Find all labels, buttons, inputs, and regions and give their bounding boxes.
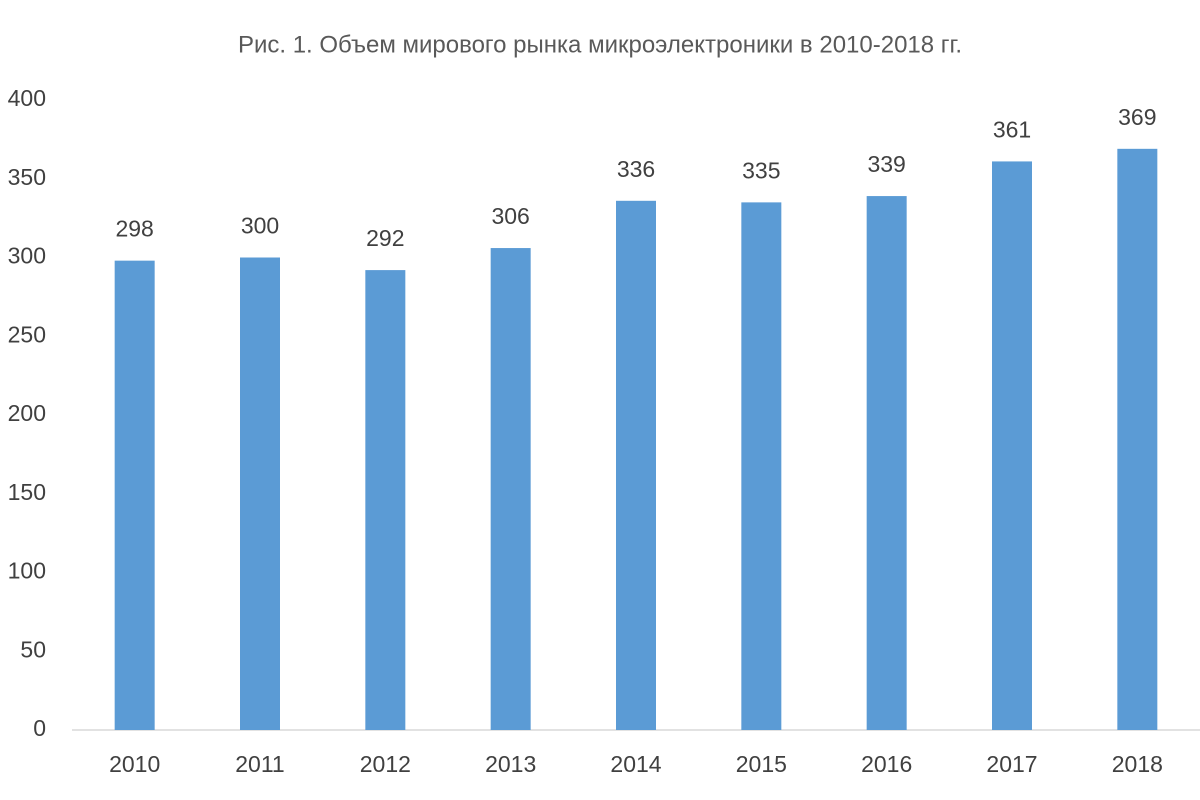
data-label: 361 — [993, 117, 1031, 143]
data-label: 300 — [241, 213, 279, 239]
x-tick-label: 2012 — [360, 751, 411, 777]
bar — [616, 200, 656, 731]
x-tick-label: 2011 — [235, 751, 284, 777]
y-tick-label: 0 — [33, 715, 46, 741]
y-tick-label: 350 — [8, 164, 46, 190]
x-tick-label: 2017 — [986, 751, 1037, 777]
x-tick-label: 2010 — [109, 751, 160, 777]
x-tick-label: 2016 — [861, 751, 912, 777]
bar — [240, 257, 280, 730]
bar — [365, 270, 406, 730]
y-tick-label: 250 — [8, 321, 46, 347]
y-tick-label: 400 — [8, 85, 46, 111]
data-label: 298 — [115, 216, 153, 242]
x-tick-label: 2018 — [1112, 751, 1163, 777]
y-tick-label: 50 — [20, 636, 46, 662]
y-tick-label: 100 — [8, 558, 46, 584]
data-label: 306 — [491, 203, 529, 229]
chart-title: Рис. 1. Объем мирового рынка микроэлектр… — [238, 31, 962, 58]
y-tick-label: 300 — [8, 243, 46, 269]
data-label: 369 — [1118, 104, 1156, 130]
x-tick-label: 2014 — [610, 751, 661, 777]
data-label: 335 — [742, 157, 780, 183]
data-label: 336 — [617, 156, 655, 182]
bar — [1117, 148, 1158, 730]
bar — [992, 161, 1032, 731]
y-tick-label: 200 — [8, 400, 46, 426]
x-tick-label: 2013 — [485, 751, 536, 777]
x-tick-label: 2015 — [736, 751, 787, 777]
bar — [741, 202, 782, 730]
bar — [866, 196, 907, 730]
bar — [114, 260, 155, 730]
data-label: 292 — [366, 225, 404, 251]
data-label: 339 — [867, 151, 905, 177]
y-tick-label: 150 — [8, 479, 46, 505]
bar — [490, 248, 531, 731]
